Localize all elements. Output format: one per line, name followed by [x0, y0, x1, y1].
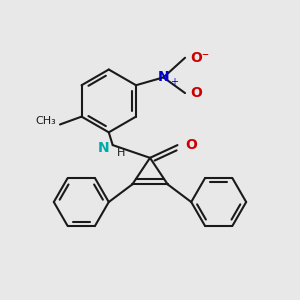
Text: O⁻: O⁻: [190, 51, 209, 65]
Text: N: N: [158, 70, 169, 84]
Text: H: H: [117, 148, 125, 158]
Text: O: O: [185, 138, 197, 152]
Text: N: N: [98, 141, 110, 155]
Text: O: O: [190, 86, 202, 100]
Text: +: +: [170, 77, 178, 87]
Text: CH₃: CH₃: [35, 116, 56, 126]
